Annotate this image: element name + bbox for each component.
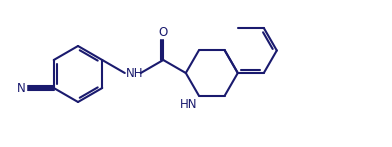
Text: HN: HN xyxy=(180,97,198,111)
Text: NH: NH xyxy=(126,66,143,80)
Text: O: O xyxy=(159,26,168,39)
Text: N: N xyxy=(17,81,26,95)
